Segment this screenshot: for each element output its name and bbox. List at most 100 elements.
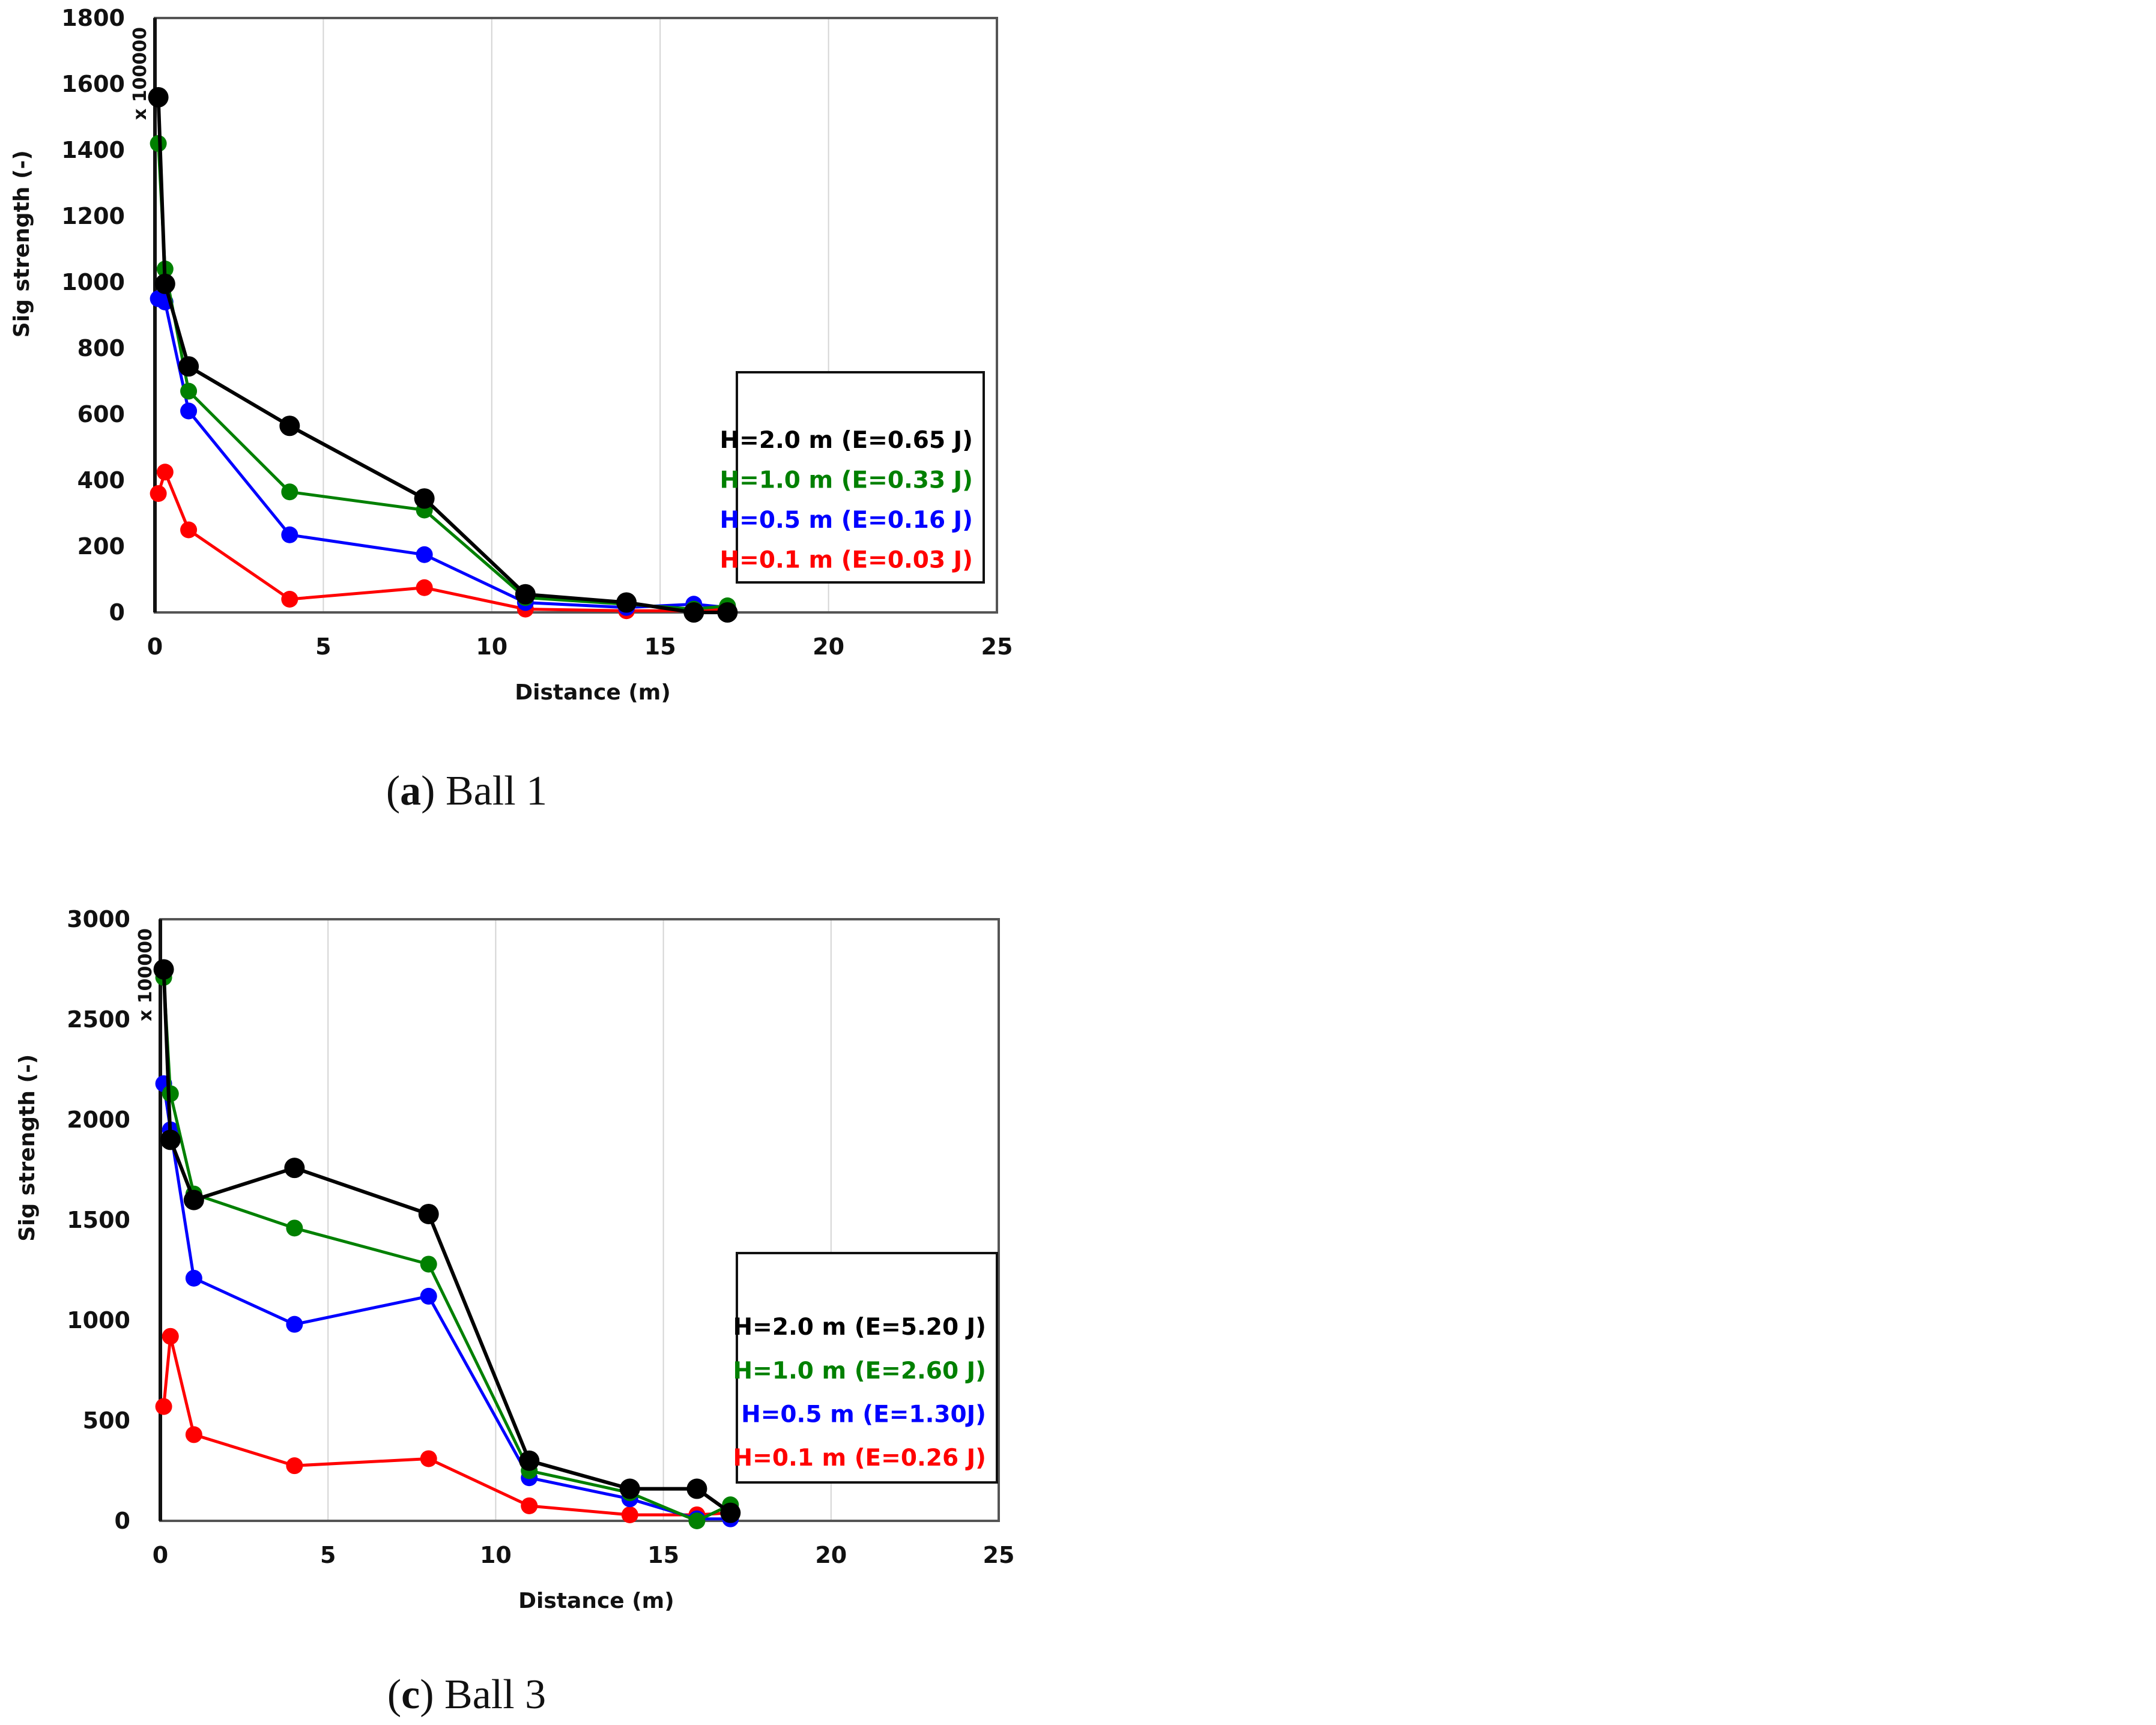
y-axis-label: Sig strength (-): [15, 1054, 40, 1242]
y-tick-label: 1500: [67, 1207, 130, 1233]
y-tick-label: 800: [77, 335, 125, 361]
x-tick-label: 5: [320, 1542, 336, 1568]
x-tick-label: 20: [815, 1542, 847, 1568]
x-tick-label: 10: [480, 1542, 512, 1568]
panel-caption: (a) Ball 1: [386, 768, 547, 814]
y-tick-label: 1600: [61, 71, 125, 97]
data-point-h2-0: [686, 1478, 707, 1499]
y-multiplier-label: x 100000: [135, 928, 156, 1021]
data-point-h2-0: [178, 356, 199, 377]
data-point-h2-0: [279, 415, 300, 437]
data-point-h0-5: [185, 1269, 202, 1287]
legend-entry-h0-5: H=0.5 m (E=0.16 J): [720, 507, 973, 534]
y-tick-label: 0: [115, 1508, 130, 1534]
y-tick-label: 1000: [67, 1307, 130, 1334]
legend-box: [736, 1252, 998, 1484]
data-point-h0-1: [185, 1426, 202, 1443]
data-point-h1-0: [180, 382, 198, 400]
y-tick-label: 3000: [67, 906, 130, 932]
y-tick-label: 1000: [61, 269, 125, 295]
y-multiplier-label: x 100000: [130, 27, 151, 120]
data-point-h2-0: [160, 1129, 181, 1150]
data-point-h2-0: [418, 1203, 439, 1224]
caption-letter: a: [400, 768, 421, 814]
data-point-h2-0: [284, 1158, 305, 1179]
x-axis-label: Distance (m): [515, 680, 671, 705]
chart-svg: 0 5 10 15 20 25 0 200 400 600 800 1000 1200 1400 1600 1…: [10, 5, 1013, 814]
x-tick-label: 25: [983, 1542, 1015, 1568]
chart-panel-d: 05101520250500100015002000250030003500Di…: [1078, 862, 2156, 1724]
chart-panel-c: 0 5 10 15 20 25 0 500 1000 1500 2000 2500 3000 Distan…: [0, 862, 1078, 1724]
y-tick-label: 2000: [67, 1107, 130, 1133]
caption-text: Ball 1: [435, 768, 547, 814]
y-tick-label: 600: [77, 401, 125, 427]
caption-letter: c: [401, 1672, 420, 1718]
data-point-h0-5: [420, 1287, 437, 1305]
data-point-h0-1: [180, 521, 198, 539]
x-tick-label: 25: [981, 633, 1013, 660]
legend-entry-h1-0: H=1.0 m (E=0.33 J): [720, 467, 973, 494]
y-tick-label: 400: [77, 467, 125, 494]
data-point-h2-0: [154, 273, 175, 294]
legend-entry-h1-0: H=1.0 m (E=2.60 J): [733, 1358, 986, 1385]
y-tick-label: 200: [77, 533, 125, 560]
panel-caption: (c) Ball 3: [387, 1672, 546, 1718]
chart-svg: 05101520250500100015002000250030003500Di…: [1078, 862, 2156, 1724]
y-axis-label: Sig strength (-): [10, 150, 34, 337]
data-point-h2-0: [717, 602, 738, 623]
data-point-h0-1: [286, 1457, 303, 1475]
x-axis-label: Distance (m): [518, 1589, 674, 1613]
data-point-h2-0: [616, 592, 637, 613]
data-point-h0-5: [180, 402, 198, 420]
chart-panel-a: 0 5 10 15 20 25 0 200 400 600 800 1000 1200 1400 1600 1…: [0, 0, 1078, 862]
data-point-h0-1: [420, 1450, 437, 1467]
y-tick-label: 2500: [67, 1006, 130, 1033]
data-point-h1-0: [281, 483, 298, 501]
x-tick-label: 5: [315, 633, 331, 660]
y-tick-label: 1800: [61, 5, 125, 31]
x-tick-label: 20: [813, 633, 844, 660]
data-point-h0-5: [416, 546, 433, 563]
data-point-h1-0: [286, 1219, 303, 1237]
data-point-h0-5: [281, 526, 298, 543]
x-tick-label: 0: [153, 1542, 168, 1568]
data-point-h0-1: [621, 1506, 638, 1523]
chart-svg: 0 5 10 15 20 25 0 500 1000 1500 2000 2500 3000 Distan…: [15, 906, 1015, 1718]
data-point-h1-0: [688, 1512, 706, 1529]
y-tick-label: 1400: [61, 137, 125, 163]
x-tick-label: 15: [647, 1542, 679, 1568]
data-point-h0-1: [521, 1497, 538, 1514]
data-point-h0-1: [416, 579, 433, 596]
data-point-h2-0: [183, 1189, 204, 1210]
y-tick-label: 1200: [61, 203, 125, 229]
data-point-h0-1: [162, 1328, 179, 1345]
y-tick-label: 500: [83, 1407, 130, 1434]
data-point-h2-0: [148, 87, 169, 107]
y-tick-label: 0: [109, 599, 125, 626]
legend-entry-h0-5: H=0.5 m (E=1.30J): [741, 1401, 986, 1428]
data-point-h2-0: [515, 584, 536, 605]
data-point-h0-1: [150, 485, 167, 502]
x-tick-label: 25: [1078, 642, 1079, 669]
caption-text: Ball 3: [434, 1672, 547, 1718]
data-point-h0-1: [156, 464, 174, 481]
data-point-h0-5: [286, 1316, 303, 1333]
data-point-h2-0: [414, 488, 435, 509]
data-point-h2-0: [619, 1478, 640, 1499]
data-point-h2-0: [720, 1502, 741, 1523]
legend-entry-h0-1: H=0.1 m (E=0.03 J): [720, 547, 973, 574]
x-tick-label: 0: [147, 633, 163, 660]
data-point-h2-0: [153, 959, 174, 980]
data-point-h1-0: [420, 1255, 437, 1273]
data-point-h2-0: [519, 1450, 540, 1471]
x-tick-label: 10: [476, 633, 507, 660]
x-tick-label: 15: [644, 633, 676, 660]
chart-panel-b: 051015202505001000150020002500Distance (…: [1078, 0, 2156, 862]
data-point-h0-1: [155, 1398, 172, 1415]
legend-entry-h2-0: H=2.0 m (E=0.65 J): [720, 427, 973, 454]
data-point-h2-0: [683, 602, 704, 623]
data-point-h0-1: [281, 591, 298, 608]
legend-entry-h0-1: H=0.1 m (E=0.26 J): [733, 1445, 986, 1472]
chart-svg: 051015202505001000150020002500Distance (…: [1078, 642, 1079, 669]
